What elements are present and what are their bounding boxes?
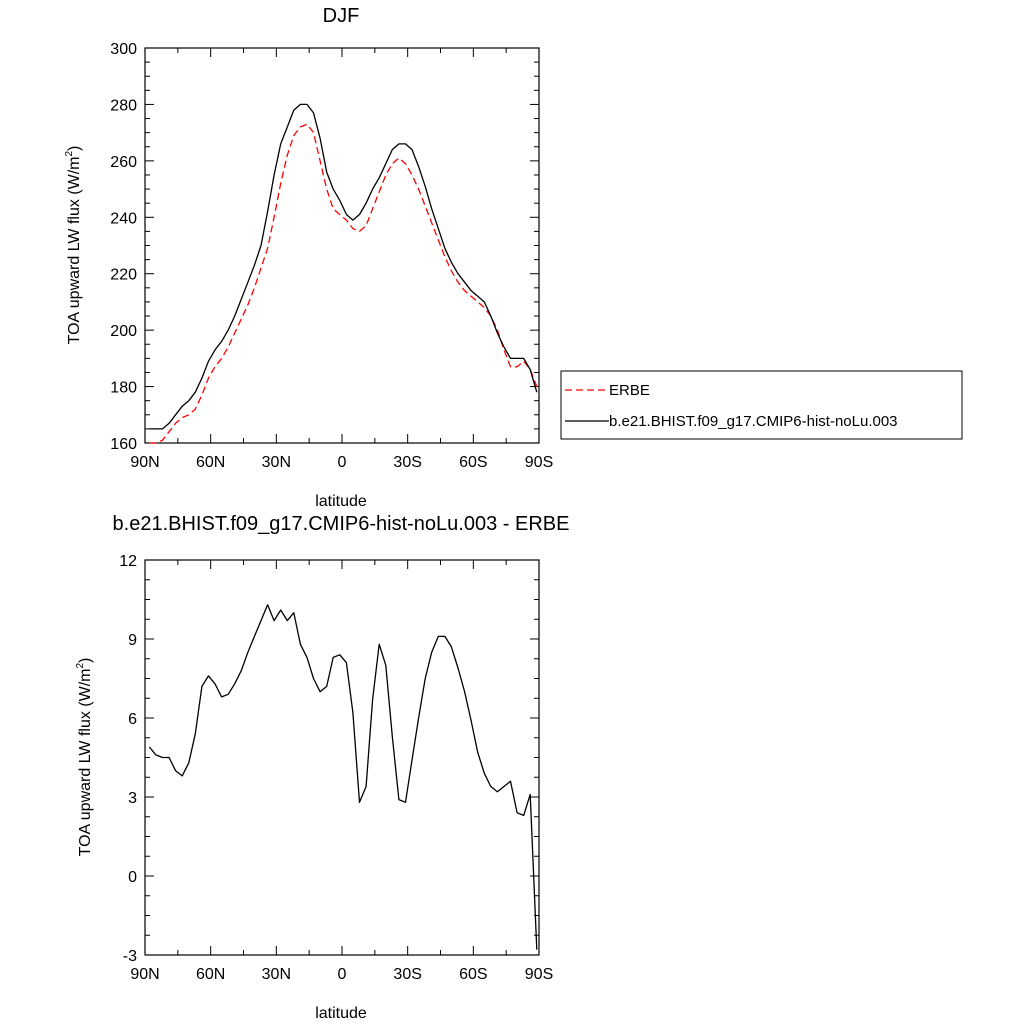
legend-frame <box>560 370 963 440</box>
top-y-tick-label: 240 <box>110 210 137 227</box>
bottom-y-axis-title: TOA upward LW flux (W/m2) <box>75 658 94 857</box>
top-plot-area: 90N 60N 30N 0 30S 60S 90S 160 180 200 220 240 260 280… <box>110 41 553 471</box>
top-x-tick-label: 0 <box>338 454 347 471</box>
top-x-tick-label: 30S <box>393 454 421 471</box>
top-x-tick-label: 90N <box>130 454 159 471</box>
bottom-chart-title: b.e21.BHIST.f09_g17.CMIP6-hist-noLu.003 … <box>113 513 570 535</box>
bottom-x-tick-label: 90S <box>525 966 553 983</box>
top-y-tick-label: 200 <box>110 323 137 340</box>
bottom-y-tick-label: 0 <box>128 869 137 886</box>
top-series-line-erbe <box>149 123 538 444</box>
bottom-y-tick-label: 12 <box>119 553 137 570</box>
bottom-y-tick-label: 6 <box>128 711 137 728</box>
bottom-y-tick-label: -3 <box>123 948 137 965</box>
bottom-series-line-difference <box>148 604 538 950</box>
bottom-panel: b.e21.BHIST.f09_g17.CMIP6-hist-noLu.003 … <box>75 513 569 1022</box>
top-y-tick-label: 160 <box>110 436 137 453</box>
bottom-plot-area: 90N 60N 30N 0 30S 60S 90S -3 0 3 6 9 12 <box>119 553 553 983</box>
bottom-x-tick-label: 60N <box>196 966 225 983</box>
bottom-y-tick-label: 9 <box>128 632 137 649</box>
top-y-tick-label: 260 <box>110 154 137 171</box>
bottom-y-tick-label: 3 <box>128 790 137 807</box>
bottom-x-axis-title: latitude <box>315 1005 367 1022</box>
top-y-tick-label: 220 <box>110 267 137 284</box>
top-x-tick-label: 60N <box>196 454 225 471</box>
legend-label-erbe: ERBE <box>609 382 650 399</box>
top-plot-frame <box>144 47 540 444</box>
top-x-tick-label: 60S <box>459 454 487 471</box>
top-x-tick-label: 30N <box>262 454 291 471</box>
top-y-tick-label: 180 <box>110 380 137 397</box>
bottom-x-tick-label: 0 <box>338 966 347 983</box>
top-chart-title: DJF <box>323 5 360 27</box>
bottom-x-tick-label: 30S <box>393 966 421 983</box>
top-y-axis-title: TOA upward LW flux (W/m2) <box>64 146 83 345</box>
top-y-tick-label: 300 <box>110 41 137 58</box>
bottom-x-tick-label: 90N <box>130 966 159 983</box>
top-y-tick-label: 280 <box>110 97 137 114</box>
bottom-x-tick-label: 60S <box>459 966 487 983</box>
top-legend: ERBE b.e21.BHIST.f09_g17.CMIP6-hist-noLu… <box>560 370 963 440</box>
top-series-line-model <box>149 103 538 430</box>
legend-label-model: b.e21.BHIST.f09_g17.CMIP6-hist-noLu.003 <box>609 413 898 430</box>
top-x-axis-title: latitude <box>315 493 367 510</box>
bottom-x-tick-label: 30N <box>262 966 291 983</box>
top-x-tick-label: 90S <box>525 454 553 471</box>
top-panel: DJF 90N 60N 30N 0 30S 60S 90S 160 180 200 220 240 26… <box>64 5 963 510</box>
